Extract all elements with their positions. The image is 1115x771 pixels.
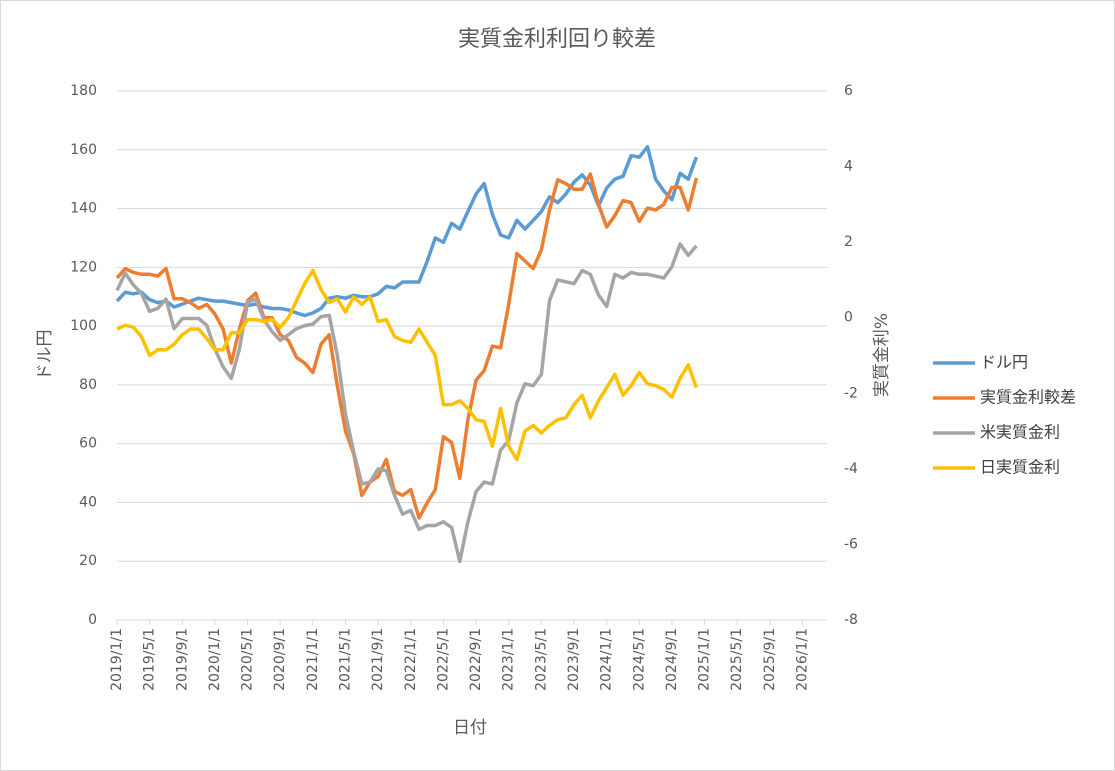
y2-tick-label: -8	[844, 612, 858, 628]
y-tick-label: 60	[79, 436, 97, 452]
y2-axis-title: 実質金利%	[872, 313, 892, 397]
y2-tick-label: 2	[844, 234, 853, 250]
series-line	[115, 172, 699, 520]
x-tick-label: 2021/5/1	[338, 628, 354, 691]
x-tick-label: 2023/1/1	[501, 628, 517, 691]
x-tick-label: 2022/9/1	[468, 628, 484, 691]
y-tick-label: 0	[88, 612, 97, 628]
y2-tick-label: 6	[844, 83, 853, 99]
x-tick-label: 2020/5/1	[240, 628, 256, 691]
x-tick-label: 2020/1/1	[207, 628, 223, 691]
x-tick-label: 2019/1/1	[109, 628, 125, 691]
y-tick-label: 80	[79, 377, 97, 393]
y2-tick-label: -6	[844, 536, 858, 552]
x-tick-label: 2022/1/1	[403, 628, 419, 691]
x-tick-label: 2021/1/1	[305, 628, 321, 691]
x-tick-label: 2026/1/1	[795, 628, 811, 691]
x-tick-label: 2021/9/1	[370, 628, 386, 691]
x-tick-label: 2023/5/1	[533, 628, 549, 691]
x-tick-label: 2020/9/1	[272, 628, 288, 691]
chart-title: 実質金利利回り較差	[458, 27, 656, 52]
x-tick-label: 2024/1/1	[599, 628, 615, 691]
y-tick-label: 120	[70, 259, 97, 275]
x-tick-label: 2024/9/1	[664, 628, 680, 691]
y-tick-label: 140	[70, 201, 97, 217]
x-tick-label: 2023/9/1	[566, 628, 582, 691]
y-tick-label: 100	[70, 318, 97, 334]
legend-text: 実質金利較差	[980, 388, 1076, 407]
x-tick-label: 2019/9/1	[174, 628, 190, 691]
x-axis-title: 日付	[453, 718, 487, 738]
y-tick-label: 180	[70, 83, 97, 99]
y2-tick-label: -4	[844, 461, 858, 477]
y2-tick-label: 0	[844, 310, 853, 326]
y2-tick-label: -2	[844, 385, 858, 401]
x-tick-label: 2025/5/1	[729, 628, 745, 691]
x-tick-label: 2025/9/1	[762, 628, 778, 691]
x-tick-label: 2022/5/1	[435, 628, 451, 691]
y2-tick-label: 4	[844, 159, 853, 175]
x-tick-label: 2024/5/1	[631, 628, 647, 691]
y-tick-label: 160	[70, 142, 97, 158]
y-tick-label: 20	[79, 553, 97, 569]
y-axis-title: ドル円	[35, 330, 55, 381]
legend-text: ドル円	[980, 353, 1028, 372]
series-line	[115, 145, 699, 318]
x-tick-label: 2025/1/1	[697, 628, 713, 691]
legend-text: 日実質金利	[980, 458, 1060, 477]
x-tick-label: 2019/5/1	[142, 628, 158, 691]
y-tick-label: 40	[79, 494, 97, 510]
legend-text: 米実質金利	[980, 423, 1060, 442]
series-line	[116, 268, 699, 462]
